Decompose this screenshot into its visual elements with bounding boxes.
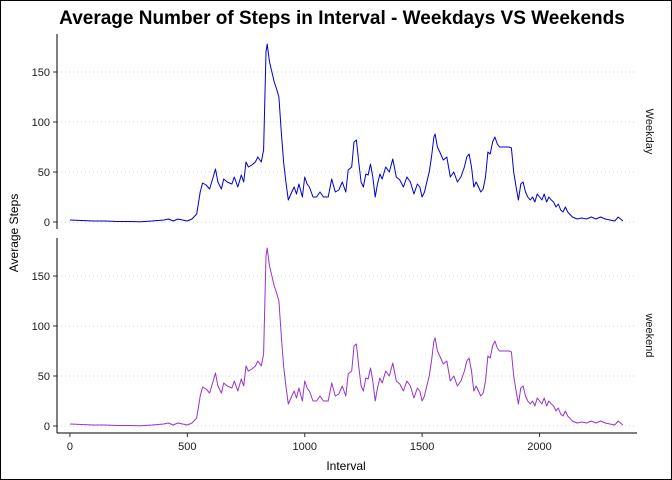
- y-tick-label: 100: [32, 321, 50, 333]
- x-tick-label: 500: [178, 441, 196, 453]
- y-tick-label: 0: [44, 217, 50, 229]
- y-tick-label: 50: [38, 167, 50, 179]
- facet-strip-label: Weekday: [643, 109, 655, 155]
- chart-title: Average Number of Steps in Interval - We…: [59, 8, 625, 29]
- x-tick-label: 1500: [410, 441, 434, 453]
- panels-layer: 0 50 100 150 Weekday 0 50 100 150 weekend: [32, 34, 655, 433]
- x-tick-label: 0: [67, 441, 73, 453]
- y-tick-label: 150: [32, 67, 50, 79]
- y-axis-label: Average Steps: [7, 194, 21, 273]
- series-line-weekend: [69, 247, 624, 427]
- facet-panel-weekday: 0 50 100 150 Weekday: [32, 34, 655, 229]
- facet-strip-label: weekend: [643, 312, 655, 357]
- y-tick-label: 50: [38, 371, 50, 383]
- x-axis: 0 500 1000 1500 2000: [57, 432, 637, 453]
- x-tick-label: 2000: [527, 441, 551, 453]
- y-tick-label: 100: [32, 117, 50, 129]
- x-tick-label: 1000: [292, 441, 316, 453]
- x-axis-label: Interval: [326, 459, 365, 473]
- y-tick-label: 150: [32, 271, 50, 283]
- series-line-weekday: [69, 43, 624, 223]
- facet-panel-weekend: 0 50 100 150 weekend: [32, 238, 655, 433]
- y-tick-label: 0: [44, 421, 50, 433]
